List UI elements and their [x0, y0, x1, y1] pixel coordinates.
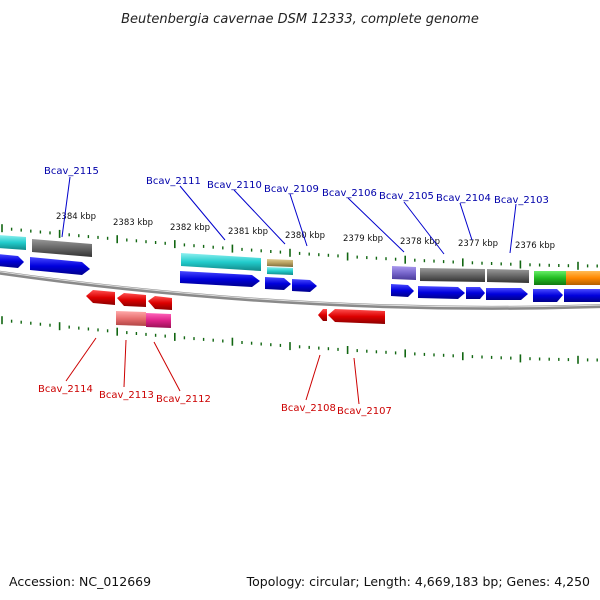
feature-cyan-left[interactable] — [0, 235, 26, 250]
feature-gray[interactable] — [420, 268, 485, 282]
map-title: Beutenbergia cavernae DSM 12333, complet… — [121, 12, 479, 27]
feature-orange[interactable] — [566, 271, 600, 285]
scale-label: 2377 kbp — [458, 239, 498, 249]
scale-label: 2383 kbp — [113, 218, 153, 228]
cds-forward[interactable] — [265, 277, 291, 290]
scale-label: 2381 kbp — [228, 227, 268, 237]
bottom-label-connectors — [65, 337, 360, 405]
connector-line — [403, 201, 445, 255]
cds-forward[interactable] — [486, 288, 528, 300]
bottom-gene-labels: Bcav_2114 Bcav_2113 Bcav_2112 Bcav_2108 … — [38, 384, 392, 417]
feature-cyan[interactable] — [181, 253, 261, 271]
cds-forward[interactable] — [180, 271, 260, 287]
cds-reverse[interactable] — [148, 296, 172, 310]
reverse-cds-row — [86, 290, 385, 324]
connector-line — [179, 185, 226, 241]
gene-label[interactable]: Bcav_2114 — [38, 384, 93, 395]
connector-line — [347, 197, 405, 253]
scale-label: 2384 kbp — [56, 212, 96, 222]
cds-forward[interactable] — [0, 254, 24, 268]
gene-label[interactable]: Bcav_2113 — [99, 390, 154, 401]
genome-backbone-highlight — [0, 271, 600, 308]
feature-salmon[interactable] — [116, 311, 146, 326]
connector-line — [459, 202, 473, 241]
feature-cyan-small[interactable] — [267, 267, 293, 275]
gene-label[interactable]: Bcav_2115 — [44, 166, 99, 177]
gene-label[interactable]: Bcav_2108 — [281, 403, 336, 414]
gene-label[interactable]: Bcav_2110 — [207, 180, 262, 191]
cds-forward[interactable] — [466, 287, 485, 299]
cds-forward[interactable] — [30, 257, 90, 275]
feature-magenta[interactable] — [146, 313, 171, 328]
cds-forward[interactable] — [533, 289, 563, 302]
feature-tan[interactable] — [267, 259, 293, 267]
feature-purple[interactable] — [392, 266, 416, 280]
connector-line — [509, 203, 517, 254]
accession-text: Accession: NC_012669 — [9, 574, 151, 589]
cds-reverse[interactable] — [328, 309, 385, 324]
connector-line — [305, 354, 321, 401]
top-label-connectors — [61, 176, 517, 255]
cds-forward[interactable] — [418, 286, 465, 299]
cds-forward[interactable] — [391, 284, 414, 297]
cds-forward[interactable] — [564, 289, 600, 302]
connector-line — [123, 339, 127, 388]
top-gene-labels: Bcav_2115 Bcav_2111 Bcav_2110 Bcav_2109 … — [44, 166, 549, 206]
cds-reverse[interactable] — [86, 290, 115, 305]
feature-row-lower — [116, 311, 171, 328]
gene-label[interactable]: Bcav_2112 — [156, 394, 211, 405]
scale-label: 2376 kbp — [515, 241, 555, 251]
feature-green[interactable] — [534, 271, 566, 285]
gene-label[interactable]: Bcav_2107 — [337, 406, 392, 417]
gene-label[interactable]: Bcav_2111 — [146, 176, 201, 187]
connector-line — [153, 341, 181, 392]
scale-label: 2378 kbp — [400, 237, 440, 247]
feature-row-upper — [0, 235, 600, 285]
gene-label[interactable]: Bcav_2105 — [379, 191, 434, 202]
cds-reverse[interactable] — [117, 293, 146, 307]
scale-ticks — [1, 224, 598, 364]
connector-line — [289, 193, 308, 247]
gene-label[interactable]: Bcav_2109 — [264, 184, 319, 195]
scale-label: 2382 kbp — [170, 223, 210, 233]
genome-summary-text: Topology: circular; Length: 4,669,183 bp… — [246, 574, 590, 589]
gene-label[interactable]: Bcav_2104 — [436, 193, 491, 204]
connector-line — [61, 176, 71, 238]
connector-line — [353, 357, 360, 405]
cds-forward[interactable] — [292, 279, 317, 292]
gene-label[interactable]: Bcav_2106 — [322, 188, 377, 199]
scale-labels: 2384 kbp 2383 kbp 2382 kbp 2381 kbp 2380… — [56, 212, 555, 251]
gene-label[interactable]: Bcav_2103 — [494, 195, 549, 206]
cds-reverse[interactable] — [318, 309, 327, 321]
scale-label: 2380 kbp — [285, 231, 325, 241]
scale-label: 2379 kbp — [343, 234, 383, 244]
genome-backbone — [0, 270, 600, 310]
connector-line — [233, 189, 286, 245]
feature-gray[interactable] — [32, 239, 92, 257]
feature-gray[interactable] — [487, 269, 529, 283]
connector-line — [65, 337, 97, 382]
forward-cds-row — [0, 254, 600, 302]
